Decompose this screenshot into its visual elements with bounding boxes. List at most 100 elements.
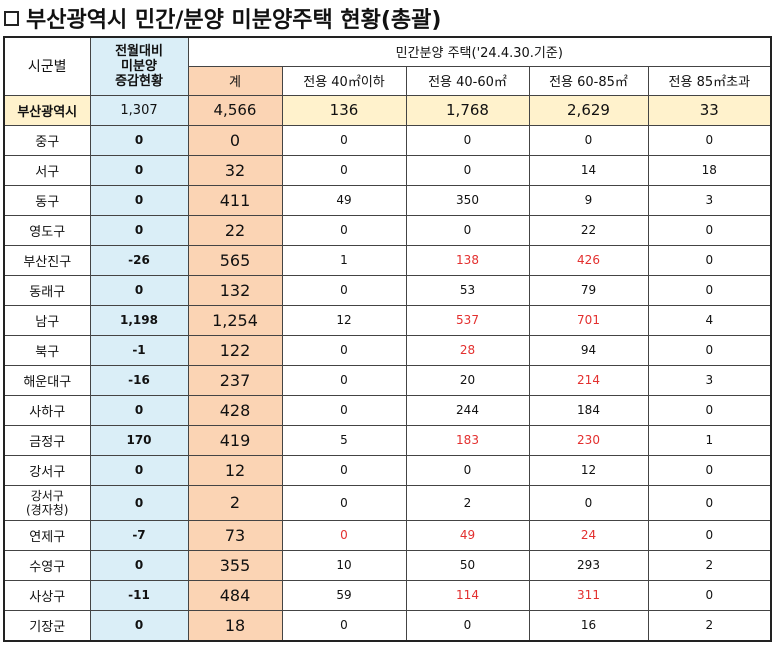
cell-change: -11 [89,579,189,611]
cell-size3: 24 [528,519,649,551]
header-size2: 전용 40-60㎡ [405,65,530,96]
cell-size3: 426 [528,244,649,276]
cell-size3: 0 [528,124,649,156]
cell-size4: 0 [647,214,772,246]
cell-size4: 33 [647,94,772,126]
cell-size1: 0 [281,154,407,186]
cell-size1: 0 [281,364,407,396]
cell-size3: 214 [528,364,649,396]
cell-size4: 0 [647,394,772,426]
cell-total: 1,254 [187,304,283,336]
cell-change: 0 [89,214,189,246]
cell-change: 0 [89,484,189,521]
cell-region-line1: 강서구 [30,488,64,503]
cell-size1: 0 [281,214,407,246]
cell-size2: 350 [405,184,530,216]
cell-size1: 1 [281,244,407,276]
cell-region: 강서구 (경자청) [3,484,91,521]
cell-size3: 16 [528,609,649,641]
cell-total: 428 [187,394,283,426]
header-change: 전월대비 미분양 증감현황 [89,36,189,96]
cell-total: 411 [187,184,283,216]
cell-region: 사상구 [3,579,91,611]
cell-size1: 136 [281,94,407,126]
cell-region: 강서구 [3,454,91,486]
page-title: 부산광역시 민간/분양 미분양주택 현황(총괄) [4,2,441,34]
table-row: 영도구 0 22 0 0 22 0 [3,214,772,246]
cell-size4: 0 [647,334,772,366]
cell-size4: 0 [647,579,772,611]
cell-size3: 230 [528,424,649,456]
cell-size2: 53 [405,274,530,306]
cell-size1: 0 [281,519,407,551]
table-row: 금정구 170 419 5 183 230 1 [3,424,772,456]
cell-change: -16 [89,364,189,396]
cell-region: 동래구 [3,274,91,306]
table-row: 동래구 0 132 0 53 79 0 [3,274,772,306]
cell-size4: 3 [647,364,772,396]
cell-region: 기장군 [3,609,91,641]
cell-total: 2 [187,484,283,521]
table-row: 기장군 0 18 0 0 16 2 [3,609,772,641]
cell-total: 237 [187,364,283,396]
cell-change: 1,307 [89,94,189,126]
cell-change: 0 [89,184,189,216]
cell-size2: 2 [405,484,530,521]
cell-size3: 9 [528,184,649,216]
cell-region: 영도구 [3,214,91,246]
cell-size2: 0 [405,124,530,156]
table-row: 수영구 0 355 10 50 293 2 [3,549,772,581]
cell-change: -1 [89,334,189,366]
table-row: 중구 0 0 0 0 0 0 [3,124,772,156]
cell-size4: 0 [647,454,772,486]
cell-change: -26 [89,244,189,276]
cell-change: 0 [89,394,189,426]
cell-size1: 0 [281,334,407,366]
header-group: 민간분양 주택('24.4.30.기준) [187,36,772,67]
table-row-total: 부산광역시 1,307 4,566 136 1,768 2,629 33 [3,94,772,126]
header-region: 시군별 [3,36,91,96]
cell-size3: 22 [528,214,649,246]
cell-size1: 12 [281,304,407,336]
cell-total: 12 [187,454,283,486]
table-row: 서구 0 32 0 0 14 18 [3,154,772,186]
header-change-line2: 미분양 [121,58,157,74]
cell-size2: 114 [405,579,530,611]
cell-size4: 2 [647,609,772,641]
cell-size2: 183 [405,424,530,456]
cell-size4: 0 [647,484,772,521]
cell-region: 남구 [3,304,91,336]
table-row: 해운대구 -16 237 0 20 214 3 [3,364,772,396]
header-size1: 전용 40㎡이하 [281,65,407,96]
cell-total: 122 [187,334,283,366]
cell-total: 32 [187,154,283,186]
cell-region: 금정구 [3,424,91,456]
cell-size1: 10 [281,549,407,581]
cell-change: 0 [89,124,189,156]
cell-region: 부산광역시 [3,94,91,126]
cell-change: 1,198 [89,304,189,336]
cell-size1: 49 [281,184,407,216]
cell-size2: 1,768 [405,94,530,126]
header-change-line3: 증감현황 [115,73,163,89]
checkbox-square-icon [4,10,19,26]
cell-total: 565 [187,244,283,276]
cell-size3: 184 [528,394,649,426]
header-size3: 전용 60-85㎡ [528,65,649,96]
cell-size2: 0 [405,609,530,641]
cell-size2: 0 [405,154,530,186]
cell-size1: 5 [281,424,407,456]
cell-total: 419 [187,424,283,456]
cell-size4: 0 [647,244,772,276]
cell-size3: 12 [528,454,649,486]
cell-size4: 0 [647,124,772,156]
cell-size2: 50 [405,549,530,581]
table-row: 강서구 0 12 0 0 12 0 [3,454,772,486]
cell-size3: 94 [528,334,649,366]
cell-change: 0 [89,274,189,306]
cell-size2: 244 [405,394,530,426]
cell-size1: 0 [281,609,407,641]
cell-size2: 0 [405,454,530,486]
cell-change: 0 [89,154,189,186]
cell-size3: 701 [528,304,649,336]
